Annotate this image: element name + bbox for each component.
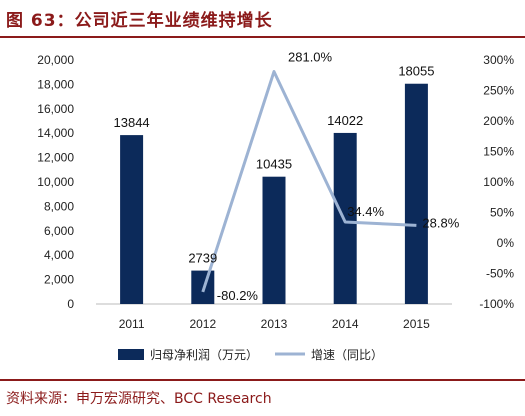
legend-line-label: 增速（同比）	[311, 348, 383, 362]
line-data-labels: -80.2% 281.0% 34.4% 28.8%	[217, 50, 460, 303]
left-tick-label: 8,000	[44, 199, 74, 213]
bar-value-label: 2739	[188, 251, 217, 266]
x-tick-label: 2014	[332, 317, 359, 331]
line-value-label: 281.0%	[288, 50, 333, 65]
bar-data-labels: 13844 2739 10435 14022 18055	[114, 64, 435, 266]
left-tick-label: 14,000	[37, 126, 74, 140]
chart-title: 图 63：公司近三年业绩维持增长	[6, 11, 273, 31]
legend-bar-swatch	[118, 349, 144, 360]
bar	[333, 132, 357, 304]
x-axis: 2011 2012 2013 2014 2015	[119, 317, 430, 331]
source-divider	[0, 379, 525, 381]
bar	[404, 83, 428, 304]
left-tick-label: 12,000	[37, 151, 74, 165]
left-tick-label: 4,000	[44, 248, 74, 262]
x-tick-label: 2013	[261, 317, 288, 331]
bar-value-label: 10435	[256, 157, 292, 172]
bar-value-label: 18055	[398, 64, 434, 79]
left-tick-label: 10,000	[37, 175, 74, 189]
left-tick-label: 2,000	[44, 273, 74, 287]
left-tick-label: 0	[67, 297, 74, 311]
line-value-label: 34.4%	[347, 204, 384, 219]
legend-bar-label: 归母净利润（万元）	[150, 348, 258, 362]
right-tick-label: 250%	[483, 84, 514, 98]
left-tick-label: 18,000	[37, 77, 74, 91]
source-note: 资料来源：申万宏源研究、BCC Research	[6, 391, 272, 407]
title-divider	[0, 36, 525, 38]
x-tick-label: 2011	[119, 317, 145, 331]
right-tick-label: 0%	[497, 236, 515, 250]
right-tick-label: 300%	[483, 53, 514, 67]
right-tick-label: -100%	[479, 297, 514, 311]
bar	[120, 135, 144, 304]
x-tick-label: 2015	[403, 317, 430, 331]
right-tick-label: 150%	[483, 145, 514, 159]
x-tick-label: 2012	[189, 317, 216, 331]
left-axis: 0 2,000 4,000 6,000 8,000 10,000 12,000 14,000 1…	[37, 53, 74, 311]
left-tick-label: 20,000	[37, 53, 74, 67]
line-value-label: 28.8%	[422, 215, 459, 230]
right-axis: -100% -50% 0% 50% 100% 150% 200% 250% 300%	[479, 53, 514, 311]
line-value-label: -80.2%	[217, 288, 259, 303]
left-tick-label: 6,000	[44, 224, 74, 238]
left-tick-label: 16,000	[37, 102, 74, 116]
bar-value-label: 14022	[327, 113, 363, 128]
legend: 归母净利润（万元） 增速（同比）	[118, 348, 383, 362]
right-tick-label: 50%	[490, 206, 514, 220]
bar-value-label: 13844	[114, 115, 150, 130]
chart: 0 2,000 4,000 6,000 8,000 10,000 12,000 14,000 1…	[37, 50, 514, 362]
right-tick-label: -50%	[486, 267, 514, 281]
bar	[262, 176, 286, 304]
right-tick-label: 200%	[483, 114, 514, 128]
bar-series	[120, 83, 428, 304]
growth-line	[201, 70, 417, 293]
right-tick-label: 100%	[483, 175, 514, 189]
